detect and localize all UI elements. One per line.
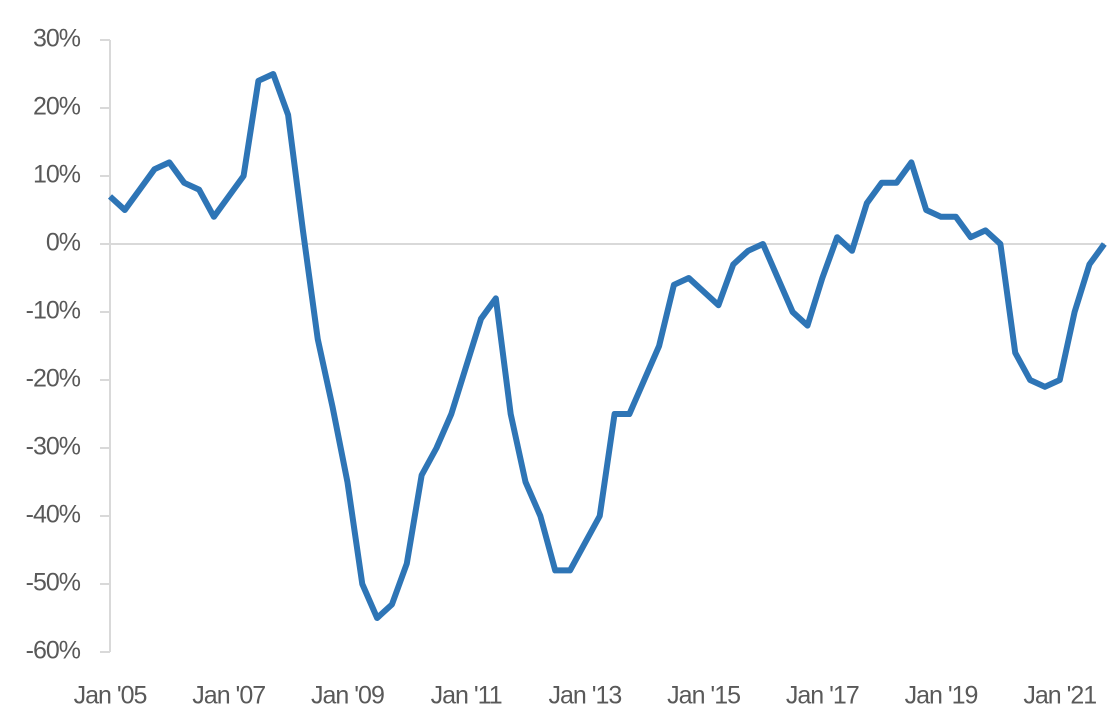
series-line [107, 71, 1107, 621]
y-tick-label: -60% [26, 637, 81, 665]
x-tick-label: Jan '21 [1023, 682, 1096, 710]
x-tick-label: Jan '17 [786, 682, 859, 710]
y-tick-label: -40% [26, 501, 81, 529]
x-tick-label: Jan '13 [548, 682, 621, 710]
y-tick-label: -10% [26, 297, 81, 325]
x-tick-label: Jan '15 [667, 682, 740, 710]
y-tick-label: -30% [26, 433, 81, 461]
y-tick-label: -20% [26, 365, 81, 393]
x-tick-label: Jan '05 [74, 682, 147, 710]
x-tick-label: Jan '09 [311, 682, 384, 710]
x-tick-label: Jan '07 [192, 682, 265, 710]
x-tick-label: Jan '19 [905, 682, 978, 710]
y-tick-label: -50% [26, 569, 81, 597]
y-tick-label: 20% [33, 93, 81, 121]
y-tick-label: 10% [33, 161, 81, 189]
x-tick-label: Jan '11 [431, 682, 502, 710]
y-tick-label: 0% [46, 229, 81, 257]
y-tick-label: 30% [33, 25, 81, 53]
